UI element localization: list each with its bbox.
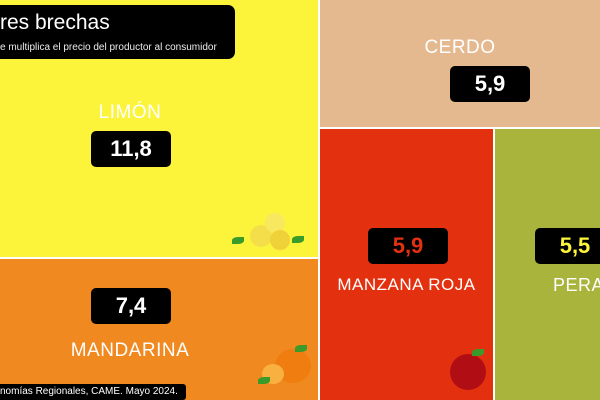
- page-subtitle: e multiplica el precio del productor al …: [0, 42, 217, 53]
- label-limon: LIMÓN: [98, 102, 162, 123]
- page-title: res brechas: [0, 11, 110, 34]
- tile-pera: 5,5 PERA: [495, 129, 600, 400]
- tile-manzana-roja: 5,9 MANZANA ROJA: [320, 129, 493, 400]
- label-pera: PERA: [553, 275, 600, 295]
- source-note: nomías Regionales, CAME. Mayo 2024.: [0, 384, 186, 400]
- value-mandarina: 7,4: [91, 288, 171, 324]
- value-limon: 11,8: [91, 131, 171, 167]
- value-pera: 5,5: [535, 228, 600, 264]
- label-manzana-roja: MANZANA ROJA: [337, 275, 476, 294]
- value-manzana-roja: 5,9: [368, 228, 448, 264]
- title-box: res brechas e multiplica el precio del p…: [0, 5, 235, 59]
- label-mandarina: MANDARINA: [70, 340, 190, 361]
- value-cerdo: 5,9: [450, 66, 530, 102]
- tile-mandarina: 7,4 MANDARINA: [0, 259, 318, 400]
- tile-cerdo: CERDO 5,9: [320, 0, 600, 127]
- label-cerdo: CERDO: [424, 37, 496, 58]
